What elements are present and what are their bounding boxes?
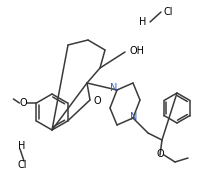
Text: N: N [130,112,138,122]
Text: H: H [139,17,146,27]
Text: H: H [18,141,25,151]
Text: Cl: Cl [163,7,173,17]
Text: N: N [110,83,118,93]
Text: O: O [20,98,27,108]
Text: O: O [156,149,164,159]
Text: Cl: Cl [18,160,27,170]
Text: O: O [93,96,101,106]
Text: OH: OH [130,46,145,56]
